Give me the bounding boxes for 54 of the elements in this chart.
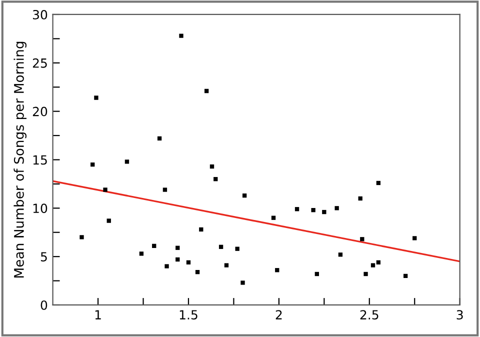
point (360, 237, 364, 242)
point (294, 207, 300, 212)
point (412, 236, 417, 240)
point (275, 268, 280, 272)
point (334, 206, 339, 210)
point (106, 218, 111, 223)
point (139, 252, 144, 256)
x-tick-label: 1 (95, 310, 101, 320)
point (218, 244, 224, 249)
point (403, 274, 408, 278)
point (242, 193, 247, 198)
point (164, 264, 169, 268)
point (235, 246, 240, 251)
point (224, 263, 229, 268)
point (214, 177, 218, 182)
y-axis-title: Mean Number of Songs per Morning (14, 42, 26, 278)
x-tick-label: 2.5 (360, 310, 378, 320)
point (370, 263, 376, 268)
y-tick-label: 15 (33, 155, 47, 165)
point (103, 188, 108, 192)
point (94, 96, 98, 100)
point (186, 260, 191, 264)
y-tick-label: 10 (33, 204, 48, 214)
y-tick-label: 30 (32, 10, 48, 20)
point (314, 272, 320, 276)
point (90, 162, 95, 167)
point (311, 208, 316, 212)
x-tick-label: 2 (276, 310, 282, 320)
x-tick-label: 1.5 (180, 310, 198, 320)
point (124, 160, 130, 164)
point (176, 257, 180, 262)
point (376, 180, 381, 186)
point (240, 280, 245, 285)
point (195, 270, 200, 274)
point (364, 272, 368, 276)
point (204, 88, 209, 94)
y-tick-label: 5 (40, 252, 47, 262)
y-tick-label: 20 (32, 106, 48, 116)
point (162, 188, 168, 192)
point (157, 136, 162, 141)
point (176, 246, 180, 250)
x-tick-label: 3 (456, 310, 463, 320)
y-tick-label: 0 (40, 300, 48, 310)
point (376, 260, 381, 264)
point (322, 210, 326, 214)
point (210, 164, 214, 169)
point (199, 227, 204, 232)
y-tick-label: 25 (32, 58, 47, 68)
point (179, 34, 184, 38)
point (358, 196, 362, 201)
point (338, 252, 343, 257)
point (80, 235, 84, 240)
point (271, 216, 276, 220)
point (152, 244, 156, 248)
